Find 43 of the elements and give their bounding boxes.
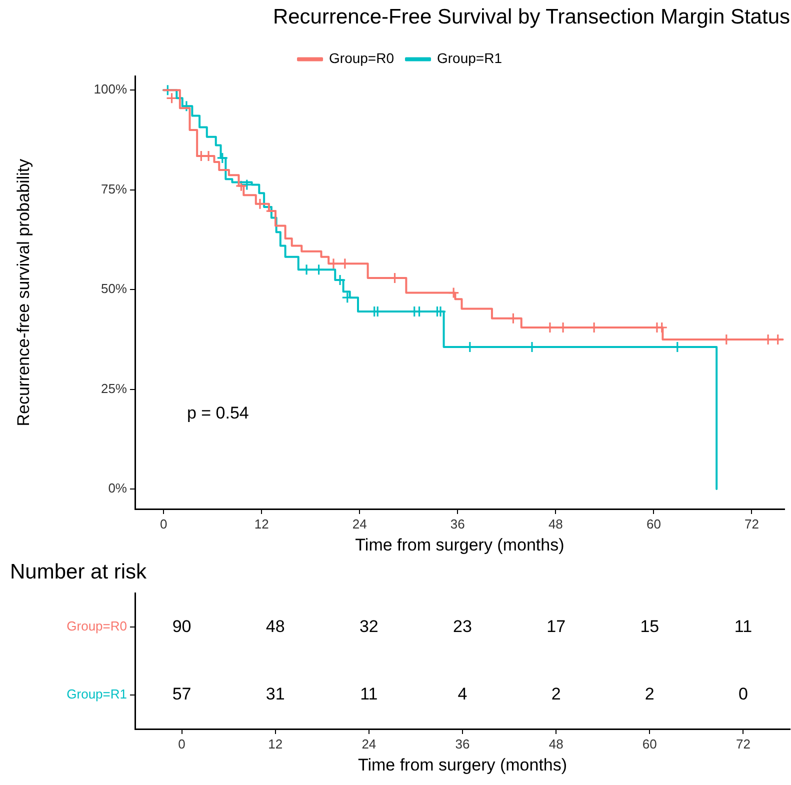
x-tick-label: 48 [548,736,564,752]
y-tick-label: Group=R0 [66,618,127,634]
x-tick-label: 0 [160,516,168,532]
data-label: 2 [551,684,561,704]
x-tick-label: 72 [736,736,750,752]
data-label: 32 [359,616,378,636]
x-tick-label: 12 [268,736,283,752]
x-tick-label: 12 [254,516,269,532]
x-tick-label: 72 [744,516,759,532]
y-tick-label: 0% [108,480,128,496]
x-tick-label: 60 [642,736,657,752]
data-label: 31 [266,684,285,704]
data-label: 2 [644,684,654,704]
y-tick-label: 25% [100,380,128,396]
data-label: 48 [266,616,285,636]
data-label: 11 [360,684,378,704]
annotation: p = 0.54 [186,403,249,422]
data-label: 90 [172,616,192,636]
data-label: 11 [734,616,752,636]
data-label: 17 [546,616,566,636]
data-label: 57 [172,684,192,704]
chart-title: Recurrence-Free Survival by Transection Margin Status [272,5,790,28]
x-tick-label: 36 [455,736,470,752]
legend-label: Group=R1 [437,50,502,66]
y-axis-title: Recurrence-free survival probability [14,158,33,426]
x-tick-label: 0 [178,736,186,752]
data-label: 0 [738,684,748,704]
x-axis-title: Time from surgery (months) [358,755,568,774]
data-label: 15 [640,616,660,636]
x-tick-label: 24 [362,736,376,752]
y-tick-label: 50% [100,281,128,296]
chart-title: Number at risk [10,560,148,584]
y-tick-label: 75% [100,181,128,196]
x-tick-label: 60 [646,516,661,532]
x-tick-label: 48 [548,516,563,532]
y-tick-label: Group=R1 [66,686,127,702]
legend-label: Group=R0 [329,50,394,66]
data-label: 23 [453,616,472,636]
x-tick-label: 24 [352,516,367,532]
x-tick-label: 36 [450,516,465,532]
y-tick-label: 100% [94,82,128,97]
x-axis-title: Time from surgery (months) [355,535,564,554]
data-label: 4 [458,684,468,704]
